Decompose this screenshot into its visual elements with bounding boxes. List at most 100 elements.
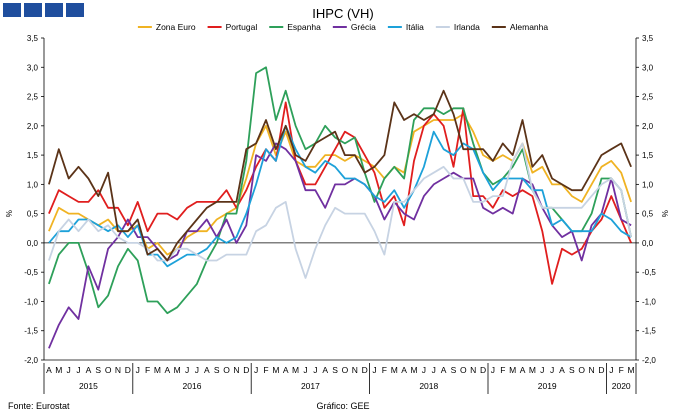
chart-title: IHPC (VH) [312,6,373,21]
x-tick-label: O [342,365,349,375]
y-tick-label-right: 2,5 [642,93,654,102]
x-tick-label: M [628,365,635,375]
series-line-it-lia [48,124,632,268]
y-tick-label-right: 0,0 [642,239,654,248]
y-tick-label-right: 0,5 [642,210,654,219]
year-label: 2017 [301,381,320,391]
y-tick-label-left: -1,0 [24,297,38,306]
y-tick-label-left: 2,5 [27,93,39,102]
x-tick-label: J [67,365,71,375]
x-tick-label: A [520,365,526,375]
x-tick-label: O [223,365,230,375]
x-tick-label: J [185,365,189,375]
x-tick-label: A [164,365,170,375]
x-tick-label: A [46,365,52,375]
header-logo-blocks [3,3,84,17]
x-tick-label: M [55,365,62,375]
y-tick-label-left: 3,5 [27,34,39,43]
y-tick-label-left: -1,5 [24,327,38,336]
x-tick-label: J [195,365,199,375]
x-tick-label: J [550,365,554,375]
x-tick-label: F [145,365,150,375]
x-tick-label: D [480,365,486,375]
x-tick-label: M [509,365,516,375]
x-tick-label: N [115,365,121,375]
legend: Zona Euro Portugal Espanha Grécia Itália Irla… [137,22,549,32]
x-tick-label: J [609,365,613,375]
legend-label: Espanha [287,22,321,32]
y-tick-label-left: 1,5 [27,151,39,160]
y-tick-label-left: 2,0 [27,122,39,131]
x-tick-label: A [401,365,407,375]
y-axis-label-right: % [661,210,670,217]
x-tick-label: M [529,365,536,375]
x-tick-label: J [76,365,80,375]
x-tick-label: D [125,365,131,375]
x-tick-label: D [598,365,604,375]
x-tick-label: J [540,365,544,375]
x-tick-label: F [619,365,624,375]
y-tick-label-right: -2,0 [642,356,656,365]
axes: -2,0 -2,0 -1,5 -1,5 -1,0 -1,0 -0,5 -0,5 0,0 0,0 0,… [5,34,670,394]
y-tick-label-right: 2,0 [642,122,654,131]
legend-label: Alemanha [510,22,549,32]
x-tick-label: J [303,365,307,375]
x-tick-label: O [578,365,585,375]
x-tick-label: A [441,365,447,375]
y-tick-label-left: 3,0 [27,63,39,72]
y-tick-label-left: 0,0 [27,239,39,248]
series-line-espanha [48,66,632,315]
source-note: Fonte: Eurostat [8,401,70,411]
x-tick-label: J [313,365,317,375]
x-tick-label: A [559,365,565,375]
y-tick-label-left: 1,0 [27,180,39,189]
header-block [66,3,84,17]
x-tick-label: S [569,365,575,375]
header-block [45,3,63,17]
legend-label: Itália [406,22,424,32]
x-tick-label: D [362,365,368,375]
x-tick-label: M [410,365,417,375]
header-block [24,3,42,17]
year-label: 2020 [612,381,631,391]
legend-label: Zona Euro [156,22,196,32]
x-tick-label: N [233,365,239,375]
x-tick-label: S [95,365,101,375]
x-tick-label: S [451,365,457,375]
x-tick-label: N [589,365,595,375]
x-tick-label: J [136,365,140,375]
x-tick-label: F [382,365,387,375]
year-label: 2018 [419,381,438,391]
series-group [48,66,632,349]
x-tick-label: A [322,365,328,375]
y-tick-label-right: -1,5 [642,327,656,336]
x-tick-label: M [154,365,161,375]
year-label: 2016 [183,381,202,391]
x-tick-label: N [352,365,358,375]
x-tick-label: J [422,365,426,375]
x-tick-label: F [500,365,505,375]
x-tick-label: J [491,365,495,375]
y-tick-label-right: 3,5 [642,34,654,43]
year-label: 2019 [538,381,557,391]
y-tick-label-left: -0,5 [24,268,38,277]
y-axis-label-left: % [5,210,14,217]
x-tick-label: O [105,365,112,375]
y-tick-label-left: -2,0 [24,356,38,365]
x-tick-label: M [391,365,398,375]
y-tick-label-right: 3,0 [642,63,654,72]
legend-label: Portugal [226,22,258,32]
x-tick-label: M [292,365,299,375]
x-tick-label: A [204,365,210,375]
y-tick-label-right: -1,0 [642,297,656,306]
y-tick-label-left: 0,5 [27,210,39,219]
x-tick-label: M [174,365,181,375]
series-line-alemanha [48,89,632,262]
x-tick-label: D [243,365,249,375]
x-tick-label: A [86,365,92,375]
x-tick-label: O [460,365,467,375]
x-tick-label: S [332,365,338,375]
y-tick-label-right: 1,5 [642,151,654,160]
series-line-zona-euro [48,113,632,256]
